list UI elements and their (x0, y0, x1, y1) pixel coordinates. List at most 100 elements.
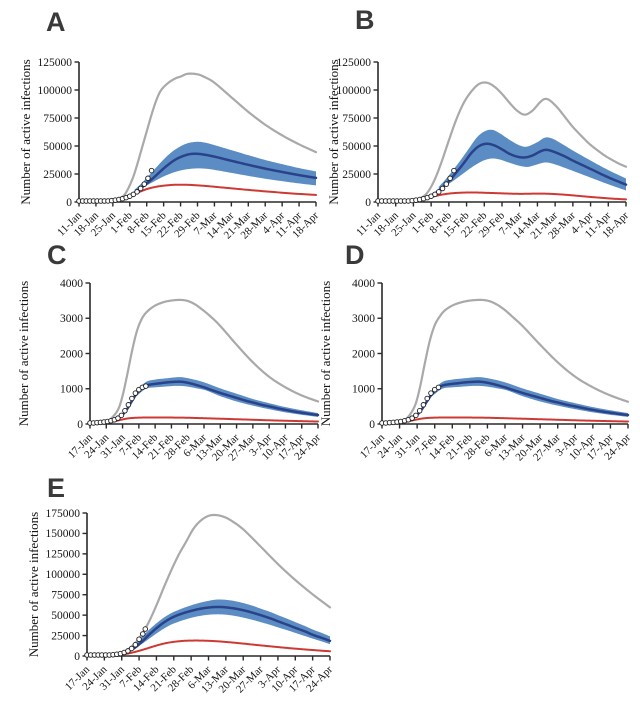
observed-dot (134, 189, 140, 195)
panel-B: 025000500007500010000012500011-Jan18-Jan… (326, 5, 631, 241)
observed-dot (451, 167, 457, 174)
panel-D: 0100020003000400017-Jan24-Jan31-Jan7-Feb… (318, 240, 633, 463)
red-curve (86, 639, 331, 657)
observed-dot (435, 384, 442, 391)
observed-dot (432, 191, 438, 198)
observed-dot (136, 636, 142, 643)
observed-dots (375, 167, 457, 204)
observed-dot (435, 189, 442, 195)
observed-dots (76, 167, 155, 204)
observed-dot (424, 395, 430, 402)
observed-dots (87, 383, 149, 426)
panel-letter: E (47, 473, 65, 503)
y-tick-label: 100000 (38, 85, 73, 97)
y-tick-label: 75000 (51, 590, 80, 602)
y-tick-label: 75000 (43, 113, 72, 125)
gray-curve (85, 513, 332, 657)
observed-dot (132, 641, 139, 648)
ci-band (134, 141, 316, 192)
y-tick-label: 150000 (46, 528, 81, 540)
blue-curve (88, 380, 320, 425)
observed-dot (413, 412, 419, 419)
observed-dot (115, 415, 121, 421)
gray-curve (376, 81, 628, 203)
panel-letter: C (47, 240, 67, 270)
y-axis-title: Number of active infections (26, 512, 41, 657)
y-tick-label: 0 (369, 419, 375, 431)
y-tick-label: 25000 (51, 630, 80, 642)
y-tick-label: 125000 (337, 57, 372, 69)
panel-A: 025000500007500010000012500011-Jan18-Jan… (18, 7, 321, 241)
observed-dot (122, 408, 128, 414)
y-axis-title: Number of active infections (318, 281, 333, 426)
observed-dot (447, 175, 453, 182)
y-tick-label: 1000 (352, 384, 375, 396)
red-curve (381, 416, 629, 424)
observed-dot (409, 415, 415, 421)
observed-dot (137, 185, 144, 192)
observed-dot (129, 395, 135, 402)
y-axis-title: Number of active infections (18, 59, 33, 204)
y-tick-label: 50000 (51, 610, 80, 622)
panel-letter: D (345, 240, 365, 270)
axes (381, 283, 628, 425)
observed-dot (420, 402, 427, 408)
y-tick-label: 0 (74, 651, 80, 663)
y-tick-label: 25000 (342, 169, 371, 181)
observed-dot (142, 626, 149, 632)
observed-dot (125, 648, 131, 654)
axes (86, 513, 330, 657)
observed-dot (428, 390, 434, 396)
y-tick-label: 100000 (46, 569, 81, 581)
y-tick-label: 25000 (43, 169, 72, 181)
blue-curve (380, 380, 630, 425)
observed-dot (443, 181, 450, 187)
gray-curve (77, 72, 318, 203)
y-tick-label: 100000 (337, 85, 372, 97)
observed-dot (439, 185, 446, 192)
red-curve (89, 416, 319, 424)
y-tick-label: 50000 (43, 141, 72, 153)
observed-dot (145, 175, 151, 182)
y-axis-title: Number of active infections (326, 59, 341, 204)
y-tick-label: 3000 (352, 313, 375, 325)
observed-dot (130, 191, 137, 198)
y-tick-label: 175000 (46, 508, 81, 520)
observed-dots (84, 626, 149, 658)
y-tick-label: 4000 (60, 278, 83, 290)
y-tick-label: 75000 (342, 113, 371, 125)
y-axis-title: Number of active infections (16, 281, 31, 426)
y-tick-label: 0 (66, 197, 72, 209)
y-tick-label: 0 (77, 419, 83, 431)
y-tick-label: 125000 (46, 549, 81, 561)
observed-dot (140, 631, 146, 637)
observed-dot (128, 645, 135, 652)
gray-curve (88, 298, 320, 425)
y-tick-label: 4000 (352, 278, 375, 290)
y-tick-label: 125000 (38, 57, 73, 69)
observed-dot (125, 402, 132, 408)
observed-dot (141, 181, 148, 187)
panel-letter: B (355, 5, 375, 35)
y-tick-label: 3000 (60, 313, 83, 325)
y-tick-label: 2000 (352, 348, 375, 360)
y-tick-label: 1000 (60, 384, 83, 396)
observed-dot (143, 383, 149, 389)
observed-dot (118, 412, 125, 419)
y-tick-label: 0 (365, 197, 371, 209)
y-tick-label: 50000 (342, 141, 371, 153)
panel-C: 0100020003000400017-Jan24-Jan31-Jan7-Feb… (16, 240, 323, 463)
y-tick-label: 2000 (60, 348, 83, 360)
ci-band (134, 599, 330, 650)
panel-E: 0 25000 50000 75000 100000 125000 150000 175000… (26, 473, 335, 695)
observed-dot (148, 167, 155, 174)
panel-letter: A (46, 7, 66, 37)
observed-dot (416, 408, 423, 414)
gray-curve (380, 298, 630, 425)
axes (377, 62, 626, 203)
observed-dot (132, 390, 139, 396)
observed-dots (379, 384, 442, 426)
axes (89, 283, 318, 425)
